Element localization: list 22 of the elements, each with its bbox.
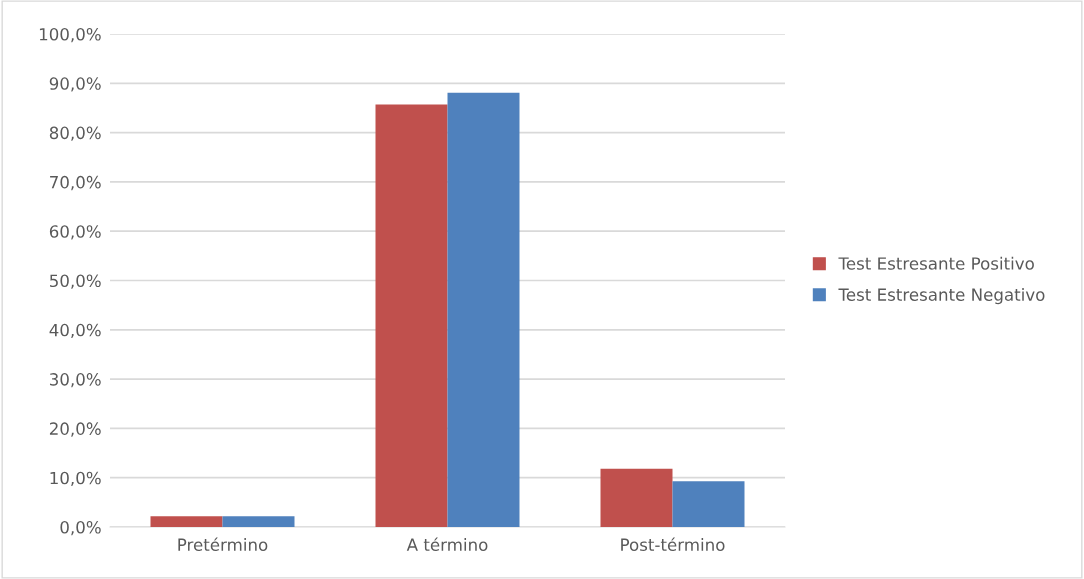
- bar: [672, 481, 745, 527]
- bar: [447, 92, 520, 527]
- y-tick-label: 60,0%: [49, 225, 101, 240]
- legend-label: Test Estresante Positivo: [838, 256, 1034, 270]
- y-tick-label: 50,0%: [50, 274, 101, 289]
- y-tick-label: 40,0%: [49, 323, 101, 339]
- y-tick-label: 20,0%: [49, 422, 101, 437]
- bar: [375, 104, 448, 527]
- bar: [600, 468, 673, 527]
- y-tick-label: 70,0%: [50, 175, 101, 191]
- y-tick-label: 90,0%: [49, 77, 101, 92]
- x-tick-label: Pretérmino: [178, 537, 268, 552]
- y-tick-label: 10,0%: [50, 471, 101, 486]
- bar: [222, 516, 295, 527]
- y-tick-label: 30,0%: [49, 373, 101, 388]
- legend-label: Test Estresante Negativo: [838, 288, 1045, 305]
- x-tick-label: Post-término: [621, 537, 725, 552]
- y-tick-label: 80,0%: [49, 126, 101, 141]
- y-tick-label: 0,0%: [60, 520, 101, 536]
- bar: [150, 516, 223, 527]
- x-tick-label: A término: [406, 537, 488, 552]
- y-tick-label: 100,0%: [39, 27, 101, 43]
